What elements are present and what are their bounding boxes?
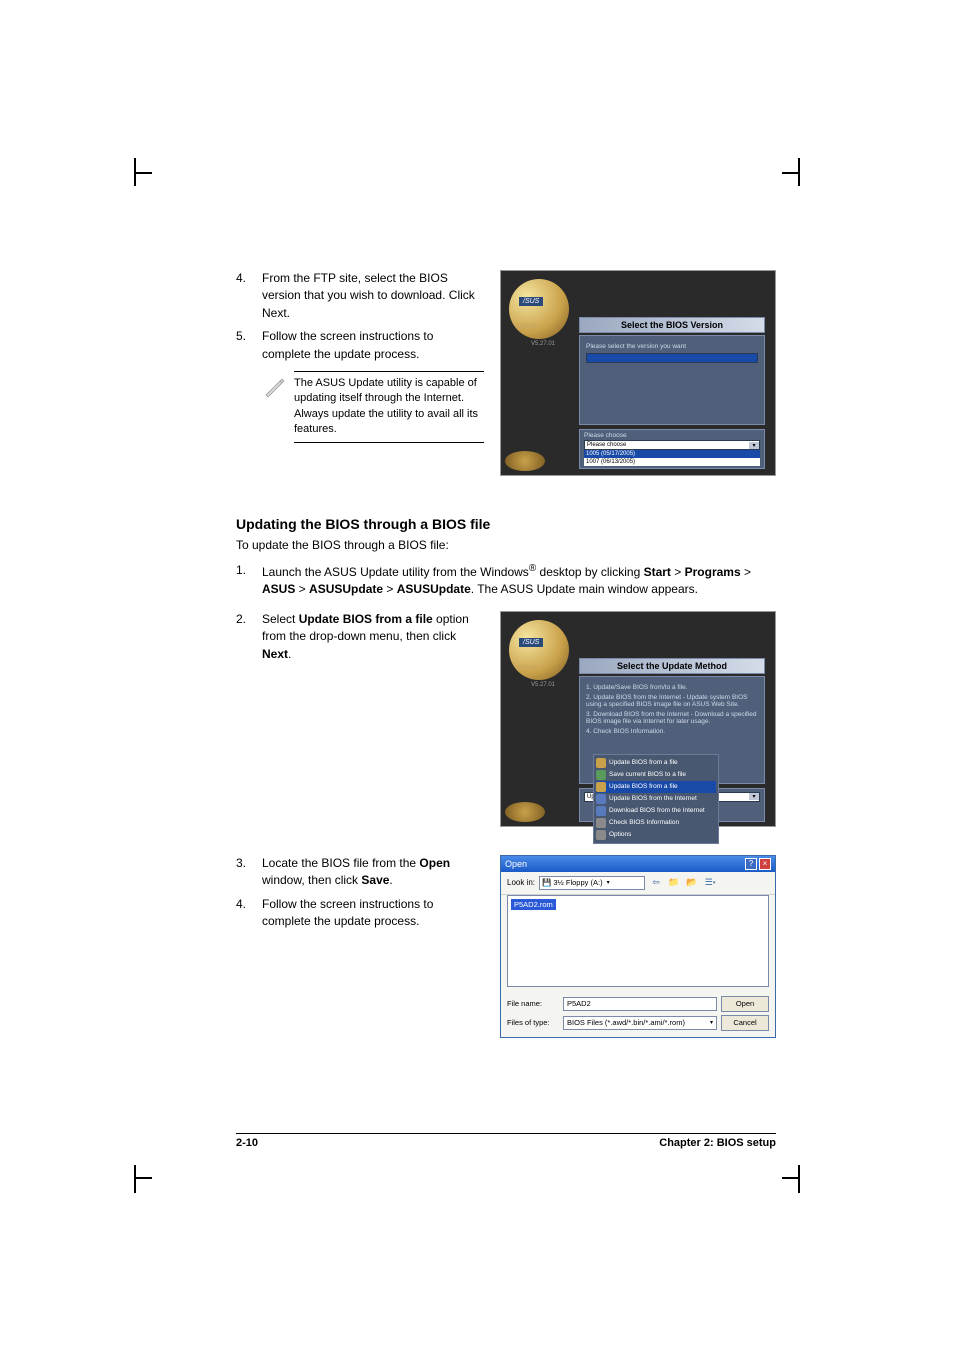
chevron-down-icon: ▾ bbox=[607, 879, 610, 886]
step-text: Locate the BIOS file from the Open windo… bbox=[262, 855, 484, 890]
chevron-down-icon: ▾ bbox=[710, 1019, 713, 1026]
view-icon[interactable]: ☰▾ bbox=[703, 876, 717, 890]
file-item[interactable]: P5AD2.rom bbox=[511, 899, 556, 910]
up-icon[interactable]: 📁 bbox=[667, 876, 681, 890]
version-dropdown[interactable]: Please choose Please choose ▾ 1005 (05/1… bbox=[579, 429, 765, 469]
note-box: The ASUS Update utility is capable of up… bbox=[262, 371, 484, 443]
lookin-dropdown[interactable]: 💾 3½ Floppy (A:) ▾ bbox=[539, 876, 645, 890]
cancel-button[interactable]: Cancel bbox=[721, 1015, 769, 1031]
menu-item[interactable]: Update BIOS from a file bbox=[596, 757, 716, 769]
step-text: Follow the screen instructions to comple… bbox=[262, 328, 484, 363]
menu-item[interactable]: Update BIOS from the Internet bbox=[596, 793, 716, 805]
file-list-pane[interactable]: P5AD2.rom bbox=[507, 895, 769, 987]
note-text: The ASUS Update utility is capable of up… bbox=[294, 371, 484, 443]
help-button[interactable]: ? bbox=[745, 858, 757, 870]
update-label: update bbox=[515, 323, 538, 330]
step-text: From the FTP site, select the BIOS versi… bbox=[262, 270, 484, 322]
step-4: 4. From the FTP site, select the BIOS ve… bbox=[236, 270, 484, 322]
asus-badge: /SUS bbox=[519, 638, 543, 647]
row-3: 3. Locate the BIOS file from the Open wi… bbox=[236, 855, 776, 1038]
top-steps: 4. From the FTP site, select the BIOS ve… bbox=[236, 270, 484, 363]
method-line: 4. Check BIOS Information. bbox=[586, 728, 758, 735]
step-number: 4. bbox=[236, 270, 262, 287]
step2-list: 2. Select Update BIOS from a file option… bbox=[236, 611, 484, 663]
step-5: 5. Follow the screen instructions to com… bbox=[236, 328, 484, 363]
dropdown-selected: Please choose bbox=[585, 442, 749, 448]
section-steps: 1. Launch the ASUS Update utility from t… bbox=[236, 562, 776, 599]
method-line: 1. Update/Save BIOS from/to a file. bbox=[586, 684, 758, 691]
step-number: 1. bbox=[236, 562, 262, 579]
page-number: 2-10 bbox=[236, 1137, 258, 1149]
new-folder-icon[interactable]: 📂 bbox=[685, 876, 699, 890]
filename-label: File name: bbox=[507, 999, 559, 1008]
menu-item[interactable]: Save current BIOS to a file bbox=[596, 769, 716, 781]
row3-steps: 3. Locate the BIOS file from the Open wi… bbox=[236, 855, 484, 931]
version-text: V5.27.01 bbox=[531, 682, 555, 688]
note-icon bbox=[262, 375, 286, 399]
step-text: Launch the ASUS Update utility from the … bbox=[262, 562, 776, 599]
step-3: 3. Locate the BIOS file from the Open wi… bbox=[236, 855, 484, 890]
asus-badge: /SUS bbox=[519, 297, 543, 306]
bios-version-screenshot: /SUS update V5.27.01 Select the BIOS Ver… bbox=[500, 270, 776, 476]
section-intro: To update the BIOS through a BIOS file: bbox=[236, 538, 776, 552]
top-row: 4. From the FTP site, select the BIOS ve… bbox=[236, 270, 776, 476]
method-line: 2. Update BIOS from the Internet - Updat… bbox=[586, 694, 758, 708]
dropdown-option[interactable]: 1005 (05/17/2005) bbox=[584, 450, 760, 458]
floppy-icon: 💾 bbox=[542, 878, 551, 887]
menu-item[interactable]: Options bbox=[596, 829, 716, 841]
chevron-down-icon[interactable]: ▾ bbox=[749, 442, 759, 449]
step-number: 4. bbox=[236, 896, 262, 913]
step-4b: 4. Follow the screen instructions to com… bbox=[236, 896, 484, 931]
filename-input[interactable]: P5AD2 bbox=[563, 997, 717, 1011]
dropdown-label: Please choose bbox=[584, 432, 760, 439]
step-1: 1. Launch the ASUS Update utility from t… bbox=[236, 562, 776, 599]
dropdown-option[interactable]: 1007 (06/13/2005) bbox=[584, 458, 760, 466]
dropdown-menu: Update BIOS from a file Save current BIO… bbox=[593, 754, 719, 844]
step-text: Select Update BIOS from a file option fr… bbox=[262, 611, 484, 663]
chapter-title: Chapter 2: BIOS setup bbox=[659, 1137, 776, 1149]
step-number: 2. bbox=[236, 611, 262, 628]
page-content: 4. From the FTP site, select the BIOS ve… bbox=[236, 270, 776, 1038]
update-method-screenshot: /SUS update V5.27.01 Select the Update M… bbox=[500, 611, 776, 827]
menu-item[interactable]: Update BIOS from a file bbox=[596, 781, 716, 793]
menu-item[interactable]: Check BIOS Information bbox=[596, 817, 716, 829]
close-button[interactable]: × bbox=[759, 858, 771, 870]
step-text: Follow the screen instructions to comple… bbox=[262, 896, 484, 931]
lookin-label: Look in: bbox=[507, 878, 535, 887]
panel-title: Select the Update Method bbox=[579, 658, 765, 674]
page-footer: 2-10 Chapter 2: BIOS setup bbox=[236, 1133, 776, 1149]
version-text: V5.27.01 bbox=[531, 341, 555, 347]
step-2: 2. Select Update BIOS from a file option… bbox=[236, 611, 484, 663]
open-button[interactable]: Open bbox=[721, 996, 769, 1012]
section-heading: Updating the BIOS through a BIOS file bbox=[236, 516, 776, 532]
filetype-dropdown[interactable]: BIOS Files (*.awd/*.bin/*.ami/*.rom) ▾ bbox=[563, 1016, 717, 1030]
dialog-title: Open bbox=[505, 859, 527, 869]
menu-item[interactable]: Download BIOS from the Internet bbox=[596, 805, 716, 817]
row-2: 2. Select Update BIOS from a file option… bbox=[236, 611, 776, 827]
step-number: 5. bbox=[236, 328, 262, 345]
dialog-titlebar: Open ? × bbox=[501, 856, 775, 872]
dialog-toolbar: Look in: 💾 3½ Floppy (A:) ▾ ⇦ 📁 📂 ☰▾ bbox=[501, 872, 775, 895]
hint-text: Please select the version you want bbox=[586, 343, 758, 350]
open-file-dialog: Open ? × Look in: 💾 3½ Floppy (A:) ▾ ⇦ 📁 bbox=[500, 855, 776, 1038]
panel-title: Select the BIOS Version bbox=[579, 317, 765, 333]
back-icon[interactable]: ⇦ bbox=[649, 876, 663, 890]
method-line: 3. Download BIOS from the Internet - Dow… bbox=[586, 711, 758, 725]
step-number: 3. bbox=[236, 855, 262, 872]
filetype-label: Files of type: bbox=[507, 1018, 559, 1027]
update-label: update bbox=[515, 664, 538, 671]
chevron-down-icon[interactable]: ▾ bbox=[749, 793, 759, 800]
